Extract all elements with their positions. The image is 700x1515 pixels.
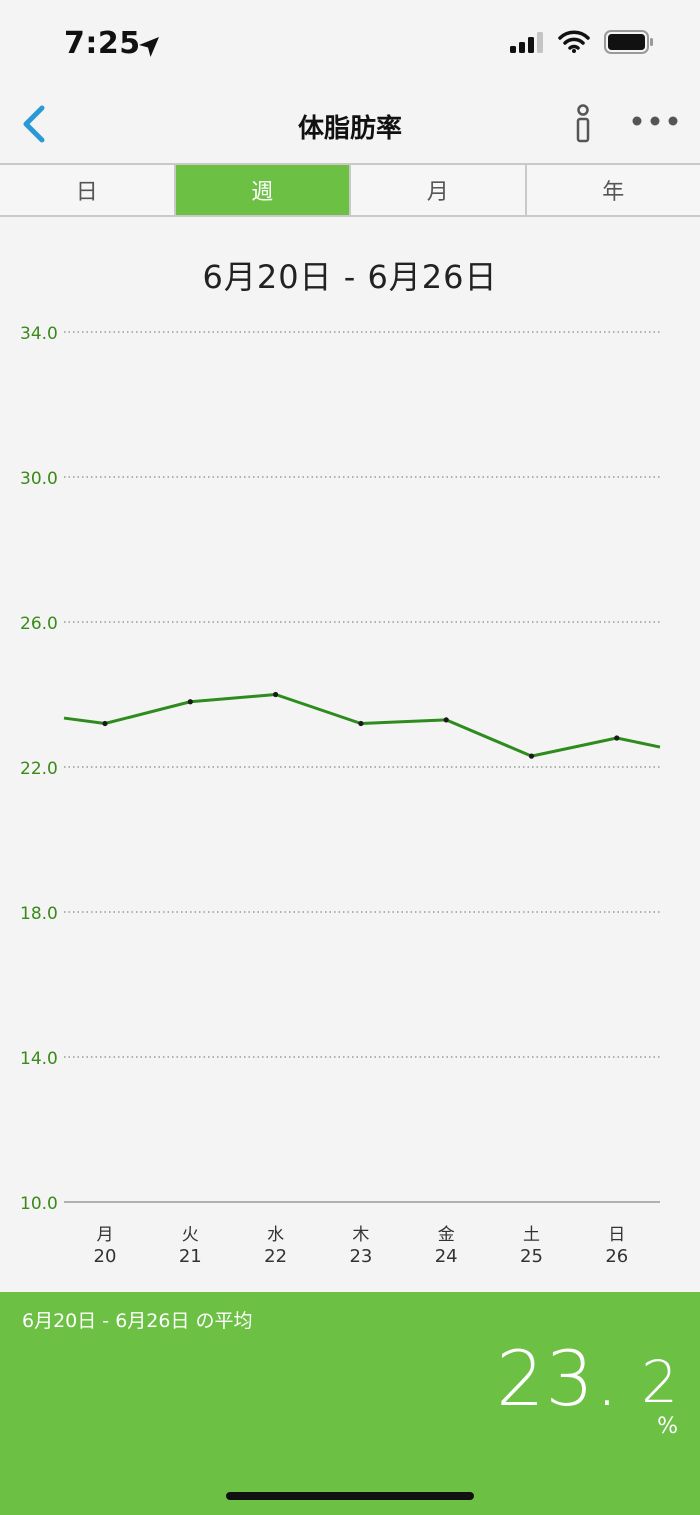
y-tick-label: 34.0 [20, 324, 58, 344]
summary-value: 23. [496, 1334, 620, 1423]
x-tick-day: 23 [349, 1246, 372, 1267]
x-tick-day: 24 [435, 1246, 458, 1267]
data-point [187, 699, 193, 705]
tab-month[interactable]: 月 [349, 165, 525, 215]
location-arrow-icon [139, 37, 159, 57]
x-tick-day: 22 [264, 1246, 287, 1267]
summary-unit: % [657, 1414, 678, 1439]
data-point [614, 735, 620, 741]
more-icon [632, 116, 678, 126]
tab-day[interactable]: 日 [75, 180, 98, 205]
date-range-title: 6月20日 - 6月26日 [202, 258, 498, 296]
data-point [443, 717, 449, 723]
data-point [102, 720, 108, 727]
x-tick-day: 21 [179, 1246, 202, 1267]
more-button[interactable] [628, 106, 682, 136]
wifi-icon [558, 30, 590, 53]
y-tick-label: 18.0 [20, 904, 58, 924]
x-tick-weekday: 金 [438, 1225, 455, 1245]
summary-label: 6月20日 - 6月26日 の平均 [22, 1310, 253, 1332]
y-tick-label: 14.0 [20, 1049, 58, 1069]
x-tick-weekday: 日 [608, 1225, 625, 1245]
info-button[interactable] [570, 98, 596, 146]
summary-value-decimal: 2 [641, 1348, 678, 1416]
status-time: 7:25 [64, 26, 141, 61]
info-icon [576, 104, 590, 143]
tab-year[interactable]: 年 [524, 165, 700, 215]
x-tick-day: 20 [94, 1246, 117, 1267]
data-point [358, 720, 364, 727]
summary-panel: 6月20日 - 6月26日 の平均 23. 2 % [0, 1292, 700, 1515]
x-tick-day: 26 [605, 1246, 628, 1267]
nav-bar: 体脂肪率 [0, 90, 700, 162]
x-tick-weekday: 木 [352, 1225, 369, 1245]
y-tick-label: 30.0 [20, 469, 58, 489]
page-title: 体脂肪率 [297, 114, 402, 144]
body-fat-line-chart: 34.0 30.0 26.0 22.0 18.0 14.0 10.0 月20 火21 水22 木23… [20, 324, 661, 1267]
battery-icon [604, 30, 653, 54]
status-right [510, 30, 654, 54]
data-point [528, 753, 535, 759]
x-tick-weekday: 火 [182, 1225, 199, 1245]
back-chevron-icon [23, 105, 45, 143]
signal-icon [510, 32, 543, 53]
status-bar: 7:25 [0, 0, 700, 90]
x-tick-day: 25 [520, 1246, 543, 1267]
y-tick-label: 10.0 [20, 1194, 58, 1214]
y-tick-label: 22.0 [20, 759, 58, 779]
x-tick-weekday: 土 [523, 1225, 540, 1245]
y-tick-label: 26.0 [20, 614, 58, 634]
data-point [273, 691, 279, 698]
back-button[interactable] [14, 98, 54, 146]
tab-week[interactable]: 週 [173, 165, 349, 215]
x-tick-weekday: 月 [97, 1225, 114, 1245]
x-tick-weekday: 水 [267, 1225, 284, 1245]
home-indicator [226, 1492, 474, 1500]
period-tabs: 日 週 月 年 [0, 163, 700, 217]
